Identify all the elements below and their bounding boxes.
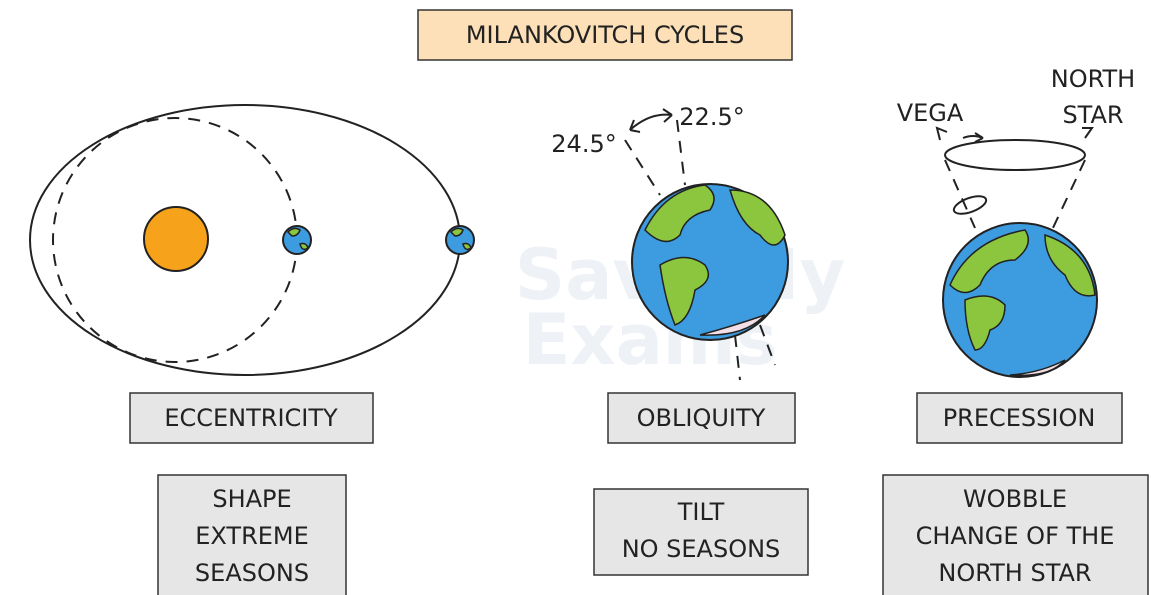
annotation: STAR [1062,101,1123,129]
annotation: 22.5° [679,103,744,131]
annotation: VEGA [897,99,964,127]
eccentricity-drawing [30,105,474,375]
description: SHAPE [212,485,291,513]
description: CHANGE OF THE [916,522,1115,550]
title: MILANKOVITCH CYCLES [466,21,744,49]
description: NO SEASONS [622,535,781,563]
description: NORTH STAR [938,559,1091,587]
precession-drawing [937,128,1097,377]
description: SEASONS [195,559,309,587]
description: TILT [677,498,725,526]
description: EXTREME [195,522,309,550]
description: WOBBLE [963,485,1067,513]
panel-label: ECCENTRICITY [164,404,338,432]
diagram: Save My Exams MILANKOVITCH CYCLES ECCENT… [0,0,1151,595]
annotation: NORTH [1051,65,1135,93]
panel-label: PRECESSION [943,404,1096,432]
annotation: 24.5° [551,130,616,158]
panel-label: OBLIQUITY [637,404,766,432]
